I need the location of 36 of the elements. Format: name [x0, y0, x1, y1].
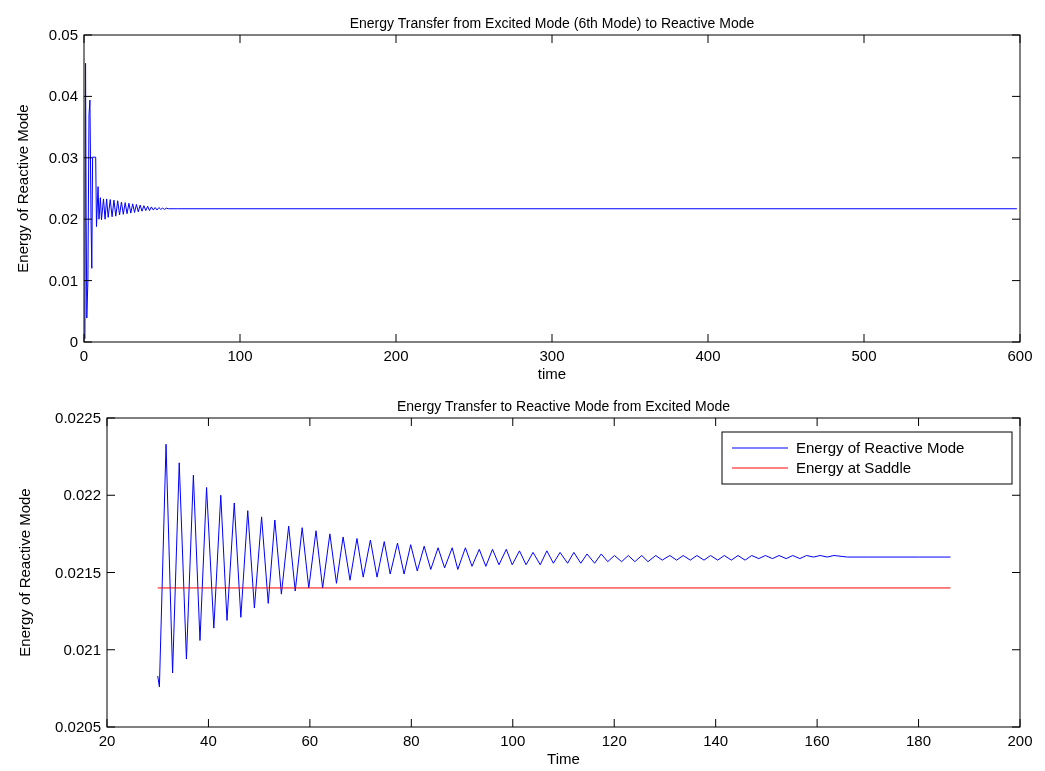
x-tick-label: 60: [301, 732, 319, 749]
x-tick-label: 160: [804, 732, 830, 749]
x-axis-title: Time: [547, 750, 580, 767]
x-tick-label: 100: [500, 732, 526, 749]
x-tick-label: 20: [98, 732, 116, 749]
y-tick-label: 0.03: [48, 148, 78, 166]
x-tick-label: 600: [1007, 347, 1033, 364]
y-tick-label: 0.0215: [55, 563, 101, 581]
y-axis-title: Energy of Reactive Mode: [14, 104, 31, 273]
x-tick-label: 500: [851, 347, 877, 364]
x-axis-title: time: [537, 365, 567, 382]
y-tick-label: 0: [69, 333, 78, 350]
legend-label: Energy of Reactive Mode: [796, 439, 965, 456]
chart-title: Energy Transfer from Excited Mode (6th Mode) to Reactive Mode: [349, 15, 755, 31]
y-axis-title: Energy of Reactive Mode: [16, 488, 33, 657]
y-tick-label: 0.02: [48, 210, 78, 228]
legend-label: Energy at Saddle: [796, 459, 912, 476]
x-tick-label: 200: [383, 347, 409, 364]
chart-title: Energy Transfer to Reactive Mode from Excited Mode: [396, 398, 731, 414]
x-tick-label: 140: [703, 732, 729, 749]
y-tick-label: 0.0205: [55, 718, 101, 735]
x-tick-label: 300: [539, 347, 565, 364]
line-series: [84, 62, 1018, 340]
x-tick-label: 120: [601, 732, 627, 749]
x-tick-label: 200: [1007, 732, 1033, 749]
y-tick-label: 0.022: [63, 486, 101, 504]
x-tick-label: 80: [402, 732, 420, 749]
x-tick-label: 180: [906, 732, 932, 749]
x-tick-label: 400: [695, 347, 721, 364]
y-tick-label: 0.01: [48, 271, 78, 289]
y-tick-label: 0.0225: [55, 409, 101, 426]
y-tick-label: 0.04: [48, 87, 78, 105]
y-tick-label: 0.05: [48, 26, 78, 43]
y-tick-label: 0.021: [63, 640, 101, 658]
x-tick-label: 100: [227, 347, 253, 364]
x-tick-label: 40: [200, 732, 217, 749]
